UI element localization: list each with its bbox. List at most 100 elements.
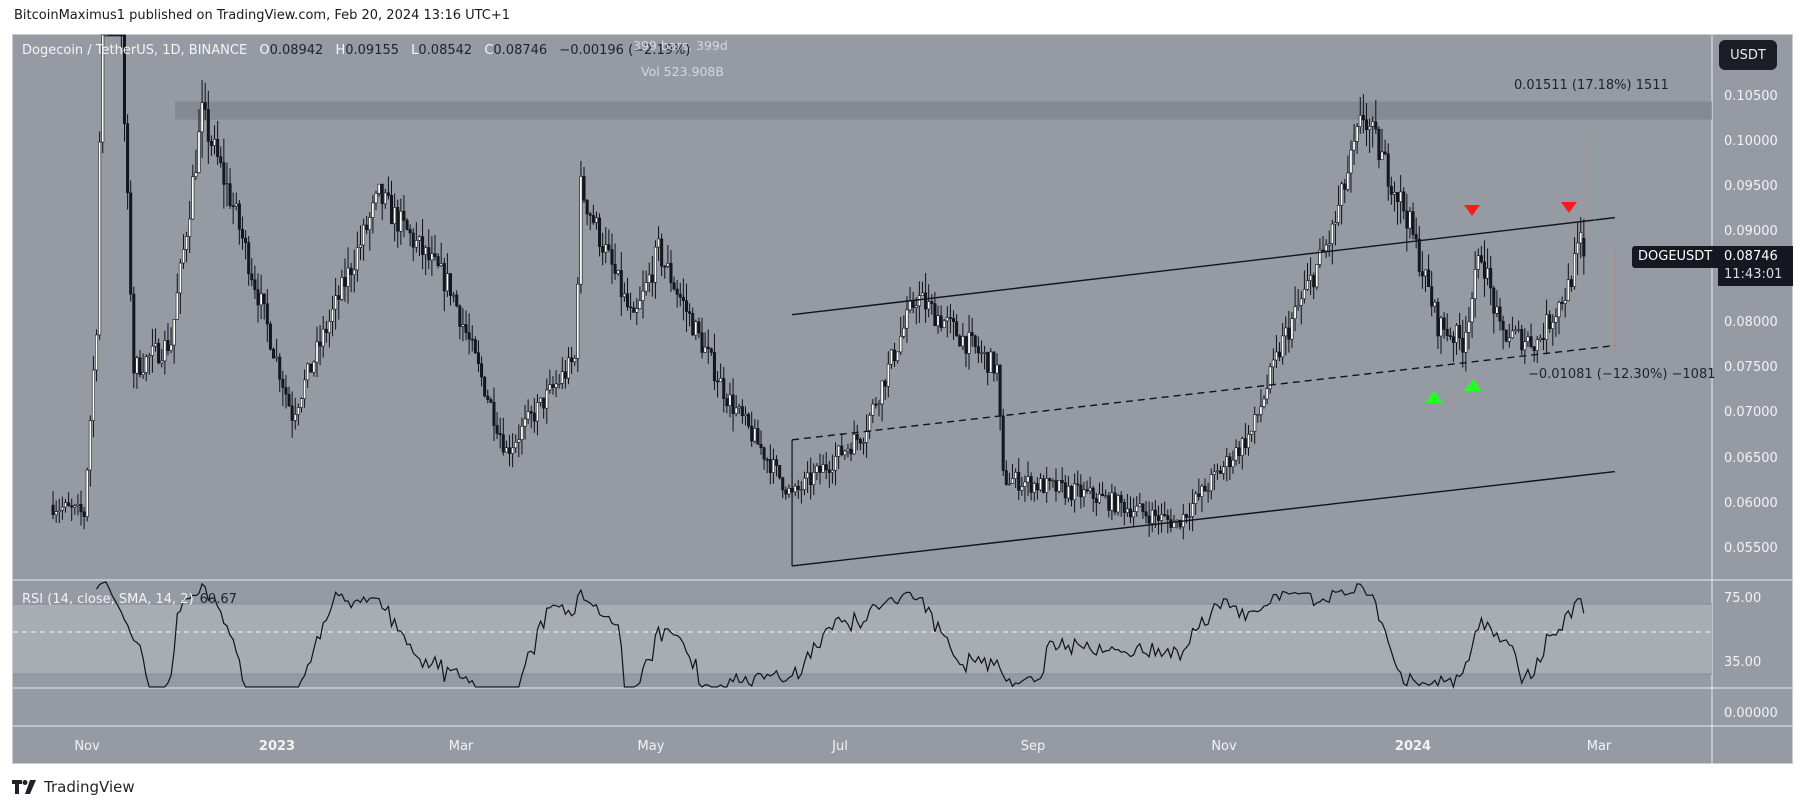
candle-down bbox=[1482, 261, 1486, 279]
currency-button[interactable]: USDT bbox=[1719, 40, 1777, 70]
candle-down bbox=[824, 464, 828, 471]
candle-up bbox=[399, 210, 403, 232]
candle-up bbox=[150, 345, 154, 356]
candle-down bbox=[688, 311, 692, 314]
candle-down bbox=[1163, 514, 1167, 516]
candle-down bbox=[1076, 483, 1080, 486]
candle-up bbox=[560, 371, 564, 384]
candle-up bbox=[1051, 480, 1055, 482]
candle-up bbox=[172, 319, 176, 346]
candle-down bbox=[1532, 346, 1536, 351]
candle-up bbox=[1073, 483, 1077, 501]
candle-up bbox=[834, 456, 838, 471]
price-tick-label: 0.07500 bbox=[1724, 360, 1778, 375]
candle-down bbox=[79, 504, 83, 513]
candle-up bbox=[793, 485, 797, 493]
candle-down bbox=[930, 301, 934, 304]
candle-up bbox=[461, 324, 465, 327]
candle-up bbox=[60, 506, 64, 511]
candle-up bbox=[1082, 489, 1086, 498]
price-tick-label: 0.10000 bbox=[1724, 134, 1778, 149]
candle-down bbox=[380, 183, 384, 205]
candle-down bbox=[337, 295, 341, 300]
candle-down bbox=[287, 393, 291, 407]
candle-down bbox=[1287, 327, 1291, 340]
candle-up bbox=[1554, 316, 1558, 323]
candle-up bbox=[1340, 183, 1344, 206]
candle-up bbox=[98, 141, 102, 336]
candle-up bbox=[1262, 398, 1266, 407]
candle-up bbox=[1473, 269, 1477, 299]
candle-up bbox=[1476, 255, 1480, 270]
candle-up bbox=[1246, 434, 1250, 449]
bearish-marker-icon bbox=[1464, 205, 1480, 216]
measure-down-label: −0.01081 (−12.30%) −1081 bbox=[1528, 367, 1716, 382]
candle-up bbox=[886, 363, 890, 387]
candle-up bbox=[908, 300, 912, 311]
candle-down bbox=[1147, 515, 1151, 524]
candle-up bbox=[1160, 514, 1164, 521]
candle-down bbox=[1063, 482, 1067, 499]
candle-up bbox=[728, 394, 732, 407]
candle-up bbox=[346, 267, 350, 287]
price-tick-label: 0.10500 bbox=[1724, 89, 1778, 104]
candle-down bbox=[955, 321, 959, 337]
candle-down bbox=[318, 341, 322, 347]
candle-down bbox=[1219, 470, 1223, 474]
candle-up bbox=[799, 489, 803, 491]
candle-up bbox=[1104, 495, 1108, 497]
candle-up bbox=[927, 301, 931, 310]
candle-up bbox=[1346, 172, 1350, 190]
candle-down bbox=[700, 332, 704, 353]
candle-up bbox=[983, 352, 987, 354]
candle-down bbox=[1361, 115, 1365, 121]
candle-down bbox=[1035, 483, 1039, 491]
symbol-legend: Dogecoin / TetherUS, 1D, BINANCE O0.0894… bbox=[22, 43, 698, 58]
candle-up bbox=[566, 357, 570, 379]
candle-down bbox=[756, 428, 760, 445]
candle-up bbox=[1259, 406, 1263, 415]
candle-down bbox=[396, 207, 400, 232]
candle-up bbox=[1222, 466, 1226, 474]
candle-down bbox=[1442, 317, 1446, 330]
range-volume-info: Vol 523.908B bbox=[641, 64, 724, 79]
candle-down bbox=[784, 489, 788, 495]
candle-up bbox=[905, 309, 909, 329]
candle-down bbox=[1389, 185, 1393, 195]
ohlc-close: C0.08746 bbox=[484, 43, 548, 58]
candle-up bbox=[315, 341, 319, 363]
candle-up bbox=[417, 236, 421, 241]
candle-up bbox=[861, 442, 865, 444]
candle-up bbox=[1250, 430, 1254, 435]
price-tick-label: 0.09000 bbox=[1724, 224, 1778, 239]
candle-down bbox=[663, 265, 667, 268]
candle-down bbox=[390, 195, 394, 225]
candle-up bbox=[1315, 264, 1319, 288]
candle-down bbox=[570, 357, 574, 363]
candle-down bbox=[1541, 337, 1545, 340]
candle-down bbox=[722, 377, 726, 399]
candle-up bbox=[101, 34, 105, 143]
candle-up bbox=[1439, 317, 1443, 337]
candle-down bbox=[924, 292, 928, 310]
candle-down bbox=[629, 306, 633, 309]
candle-up bbox=[452, 294, 456, 297]
candle-up bbox=[539, 397, 543, 403]
candle-up bbox=[303, 379, 307, 400]
rsi-band bbox=[13, 604, 1712, 674]
candle-down bbox=[492, 401, 496, 426]
candle-up bbox=[1188, 516, 1192, 518]
candle-up bbox=[1349, 149, 1353, 174]
tradingview-brand[interactable]: TradingView bbox=[12, 778, 135, 796]
candle-up bbox=[275, 356, 279, 359]
candle-up bbox=[889, 349, 893, 365]
candle-down bbox=[222, 162, 226, 185]
candle-up bbox=[1464, 332, 1468, 353]
candle-down bbox=[433, 253, 437, 257]
candle-down bbox=[681, 296, 685, 302]
candle-down bbox=[166, 340, 170, 351]
candle-up bbox=[899, 336, 903, 353]
time-tick-label: 2023 bbox=[258, 739, 296, 754]
candle-up bbox=[1212, 471, 1216, 475]
